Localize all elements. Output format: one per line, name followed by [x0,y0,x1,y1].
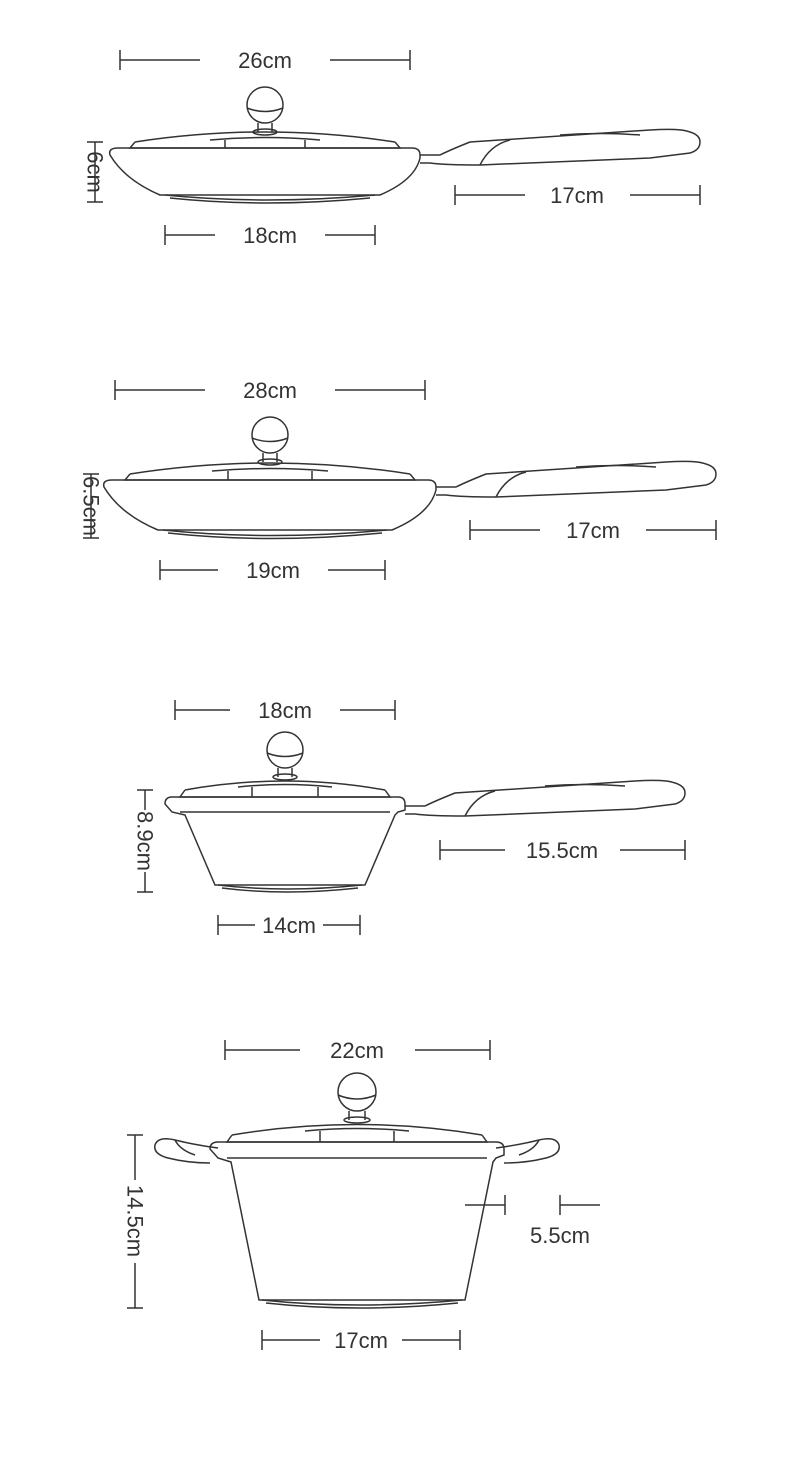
pan4-handle-length: 5.5cm [530,1223,590,1248]
pan2-bottom-width: 19cm [246,558,300,583]
cookware-diagram-container: 26cm 18cm [0,0,790,1420]
stock-pot-section: 22cm 5.5cm [0,1000,790,1420]
pan2-top-width: 28cm [243,378,297,403]
pan4-height: 14.5cm [123,1185,148,1257]
pan4-bottom-width: 17cm [334,1328,388,1353]
stock-pot-svg: 22cm 5.5cm [0,1000,790,1420]
frying-pan-2-section: 28cm 19cm 17cm [0,330,790,660]
sauce-pan-svg: 18cm 14cm [0,660,790,1000]
pan1-top-width: 26cm [238,48,292,73]
sauce-pan-section: 18cm 14cm [0,660,790,1000]
pan1-height: 6cm [83,151,108,193]
pan1-handle-length: 17cm [550,183,604,208]
frying-pan-1-section: 26cm 18cm [0,0,790,330]
frying-pan-2-svg: 28cm 19cm 17cm [0,330,790,660]
frying-pan-1-svg: 26cm 18cm [0,0,790,330]
pan3-height: 8.9cm [133,811,158,871]
pan3-bottom-width: 14cm [262,913,316,938]
pan4-top-width: 22cm [330,1038,384,1063]
pan2-height: 6.5cm [79,476,104,536]
pan3-handle-length: 15.5cm [526,838,598,863]
pan2-handle-length: 17cm [566,518,620,543]
pan3-top-width: 18cm [258,698,312,723]
pan1-bottom-width: 18cm [243,223,297,248]
